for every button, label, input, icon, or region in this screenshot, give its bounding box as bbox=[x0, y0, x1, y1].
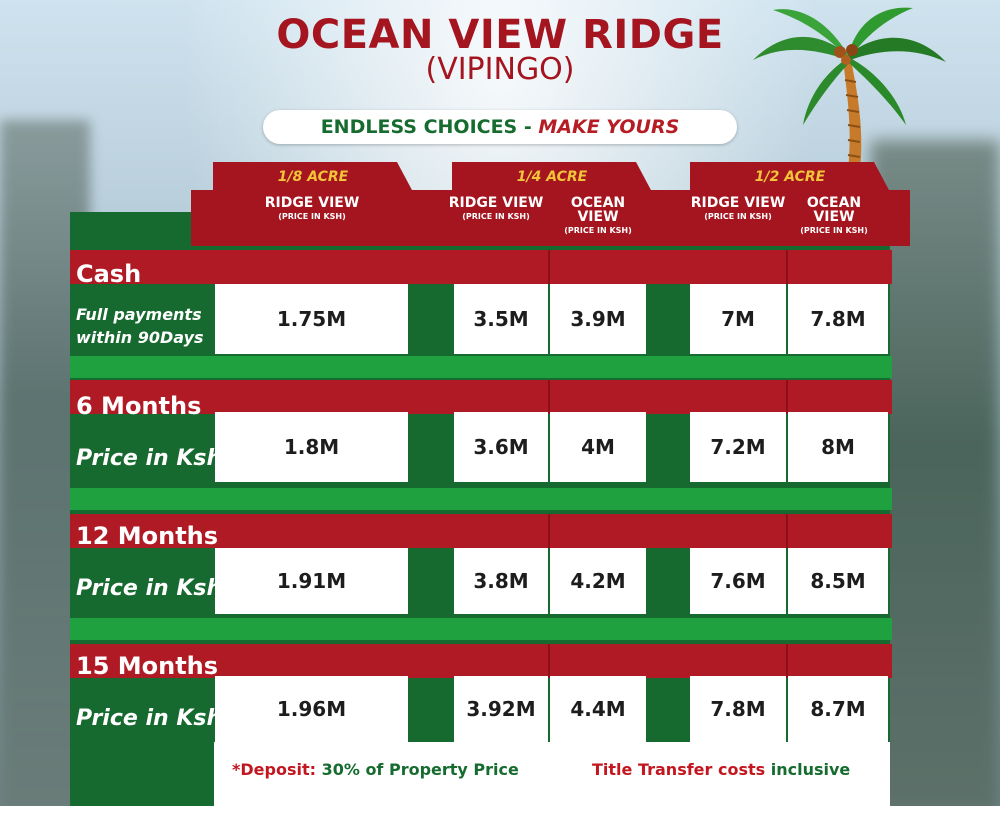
row-label-15-months: 15 Months bbox=[76, 652, 219, 680]
row-label-bg bbox=[70, 548, 216, 616]
group-tab-eighth-acre: 1/8 ACRE bbox=[213, 162, 413, 192]
column-header-unit: (PRICE IN KSH) bbox=[462, 212, 530, 221]
row-label-cash: Cash bbox=[76, 260, 142, 288]
column-header-2: RIDGE VIEW (PRICE IN KSH) bbox=[448, 196, 544, 221]
deposit-prefix: *Deposit: bbox=[232, 760, 316, 779]
row-sublabel-12-months: Price in Ksh bbox=[76, 576, 223, 601]
price-cell: 7.6M bbox=[690, 548, 786, 614]
column-header-unit: (PRICE IN KSH) bbox=[800, 226, 868, 235]
price-cell: 1.8M bbox=[215, 412, 408, 482]
deposit-note: *Deposit: 30% of Property Price bbox=[232, 760, 519, 779]
tagline-pill: ENDLESS CHOICES - MAKE YOURS bbox=[263, 110, 737, 144]
price-cell: 3.92M bbox=[454, 676, 548, 742]
row-divider-stripe bbox=[70, 356, 892, 378]
price-cell: 1.96M bbox=[215, 676, 408, 742]
page-bottom-strip bbox=[0, 806, 1000, 814]
price-cell: 8M bbox=[788, 412, 888, 482]
row-label-bg bbox=[70, 284, 216, 354]
column-header-5: OCEAN VIEW (PRICE IN KSH) bbox=[786, 196, 882, 235]
price-cell: 7.8M bbox=[788, 284, 888, 354]
price-cell: 7.8M bbox=[690, 676, 786, 742]
column-header-4: RIDGE VIEW (PRICE IN KSH) bbox=[690, 196, 786, 221]
price-cell: 7M bbox=[690, 284, 786, 354]
column-header-unit: (PRICE IN KSH) bbox=[564, 226, 632, 235]
row-sublabel-15-months: Price in Ksh bbox=[76, 706, 223, 731]
row-sublabel-cash-line1: Full payments bbox=[76, 305, 202, 324]
column-header-name: RIDGE VIEW bbox=[448, 195, 544, 211]
palm-tree-icon bbox=[753, 7, 946, 170]
group-tab-half-acre: 1/2 ACRE bbox=[690, 162, 890, 192]
price-cell: 7.2M bbox=[690, 412, 786, 482]
row-band-cash bbox=[70, 250, 892, 284]
column-header-3: OCEAN VIEW (PRICE IN KSH) bbox=[550, 196, 646, 235]
row-band-6-months bbox=[70, 380, 892, 414]
group-tab-quarter-acre: 1/4 ACRE bbox=[452, 162, 652, 192]
price-cell: 3.8M bbox=[454, 548, 548, 614]
price-cell: 3.9M bbox=[550, 284, 646, 354]
transfer-note: Title Transfer costs inclusive bbox=[592, 760, 850, 779]
price-cell: 4.4M bbox=[550, 676, 646, 742]
row-divider-stripe bbox=[70, 618, 892, 640]
price-cell: 1.91M bbox=[215, 548, 408, 614]
column-header-unit: (PRICE IN KSH) bbox=[704, 212, 772, 221]
row-band-12-months bbox=[70, 514, 892, 548]
row-sublabel-6-months: Price in Ksh bbox=[76, 446, 223, 471]
column-header-band bbox=[191, 190, 910, 246]
column-header-name: RIDGE VIEW bbox=[264, 195, 360, 211]
transfer-red-text: Title Transfer costs bbox=[592, 760, 766, 779]
column-header-name: OCEAN VIEW bbox=[570, 195, 626, 225]
row-band-15-months bbox=[70, 644, 892, 678]
column-header-unit: (PRICE IN KSH) bbox=[278, 212, 346, 221]
tagline-green-text: ENDLESS CHOICES - bbox=[320, 116, 532, 138]
row-label-12-months: 12 Months bbox=[76, 522, 219, 550]
row-label-bg bbox=[70, 414, 216, 484]
page-title: OCEAN VIEW RIDGE bbox=[276, 12, 724, 58]
price-cell: 3.6M bbox=[454, 412, 548, 482]
price-cell: 4M bbox=[550, 412, 646, 482]
price-cell: 3.5M bbox=[454, 284, 548, 354]
price-cell: 8.5M bbox=[788, 548, 888, 614]
deposit-text: 30% of Property Price bbox=[316, 760, 519, 779]
row-label-bg bbox=[70, 678, 216, 742]
page-subtitle: (VIPINGO) bbox=[425, 52, 575, 87]
row-label-6-months: 6 Months bbox=[76, 392, 202, 420]
price-cell: 1.75M bbox=[215, 284, 408, 354]
row-divider-stripe bbox=[70, 488, 892, 510]
price-cell: 4.2M bbox=[550, 548, 646, 614]
row-sublabel-cash-line2: within 90Days bbox=[76, 328, 204, 347]
column-header-name: RIDGE VIEW bbox=[690, 195, 786, 211]
column-header-1: RIDGE VIEW (PRICE IN KSH) bbox=[262, 196, 362, 221]
transfer-green-text: inclusive bbox=[765, 760, 851, 779]
tagline-red-text: MAKE YOURS bbox=[538, 116, 680, 138]
footer-note-box bbox=[214, 742, 890, 806]
price-cell: 8.7M bbox=[788, 676, 888, 742]
column-header-name: OCEAN VIEW bbox=[806, 195, 862, 225]
